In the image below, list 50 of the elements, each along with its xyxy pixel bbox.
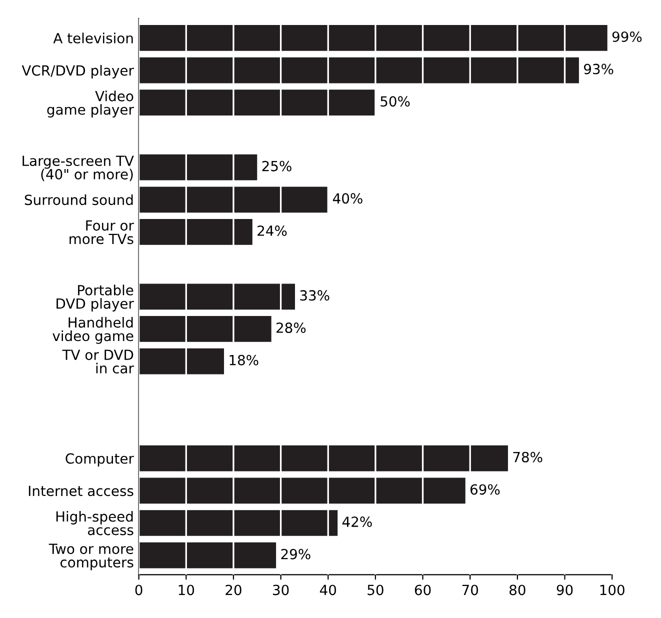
x-tick-label: 80 (510, 584, 526, 596)
y-tick-label: Surround sound (24, 194, 133, 206)
data-label: 99% (612, 31, 642, 42)
x-tick-label: 70 (462, 584, 478, 596)
bar (138, 25, 608, 51)
bar (138, 90, 376, 116)
y-tick-label: Portable DVD player (56, 284, 134, 312)
y-tick-label: Four or more TVs (70, 220, 134, 244)
y-tick-label: Video game player (47, 90, 134, 118)
data-label: 42% (342, 516, 372, 528)
data-label: 50% (380, 96, 410, 107)
y-tick-label: VCR/DVD player (22, 65, 134, 78)
data-label: 40% (332, 193, 362, 204)
x-tick-label: 40 (320, 584, 336, 596)
x-tick-label: 10 (178, 584, 194, 596)
x-tick-label: 100 (600, 584, 624, 596)
data-label: 24% (258, 225, 287, 236)
x-tick-label: 0 (135, 584, 142, 596)
bar (138, 154, 258, 180)
bar (138, 219, 252, 245)
y-tick-label: High-speed access (56, 511, 134, 536)
data-label: 25% (262, 160, 292, 172)
bar (138, 445, 508, 472)
data-label: 93% (584, 64, 614, 74)
data-label: 33% (300, 290, 330, 301)
y-tick-label: Computer (66, 453, 134, 466)
data-label: 69% (470, 484, 500, 495)
bar (138, 542, 276, 568)
bar (138, 57, 579, 84)
bar (138, 186, 328, 213)
data-label: 29% (281, 548, 310, 560)
y-tick-label: TV or DVD in car (62, 350, 134, 374)
data-label: 28% (276, 322, 306, 334)
bar (138, 348, 224, 374)
x-tick-label: 20 (226, 584, 242, 596)
y-tick-label: A television (53, 32, 133, 44)
x-tick-label: 90 (556, 584, 573, 596)
bar (138, 510, 338, 536)
bar (138, 284, 295, 310)
data-label: 78% (513, 452, 542, 462)
x-tick-label: 60 (414, 584, 431, 596)
x-tick-label: 30 (273, 584, 289, 596)
y-tick-label: Two or more computers (48, 544, 134, 570)
x-tick-label: 50 (368, 584, 384, 596)
y-tick-label: Internet access (28, 486, 134, 496)
bar (138, 316, 272, 342)
y-tick-label: Large-screen TV (40" or more) (22, 156, 134, 182)
bar (138, 478, 466, 504)
data-label: 18% (230, 354, 258, 366)
y-tick-label: Handheld video game (52, 316, 134, 344)
